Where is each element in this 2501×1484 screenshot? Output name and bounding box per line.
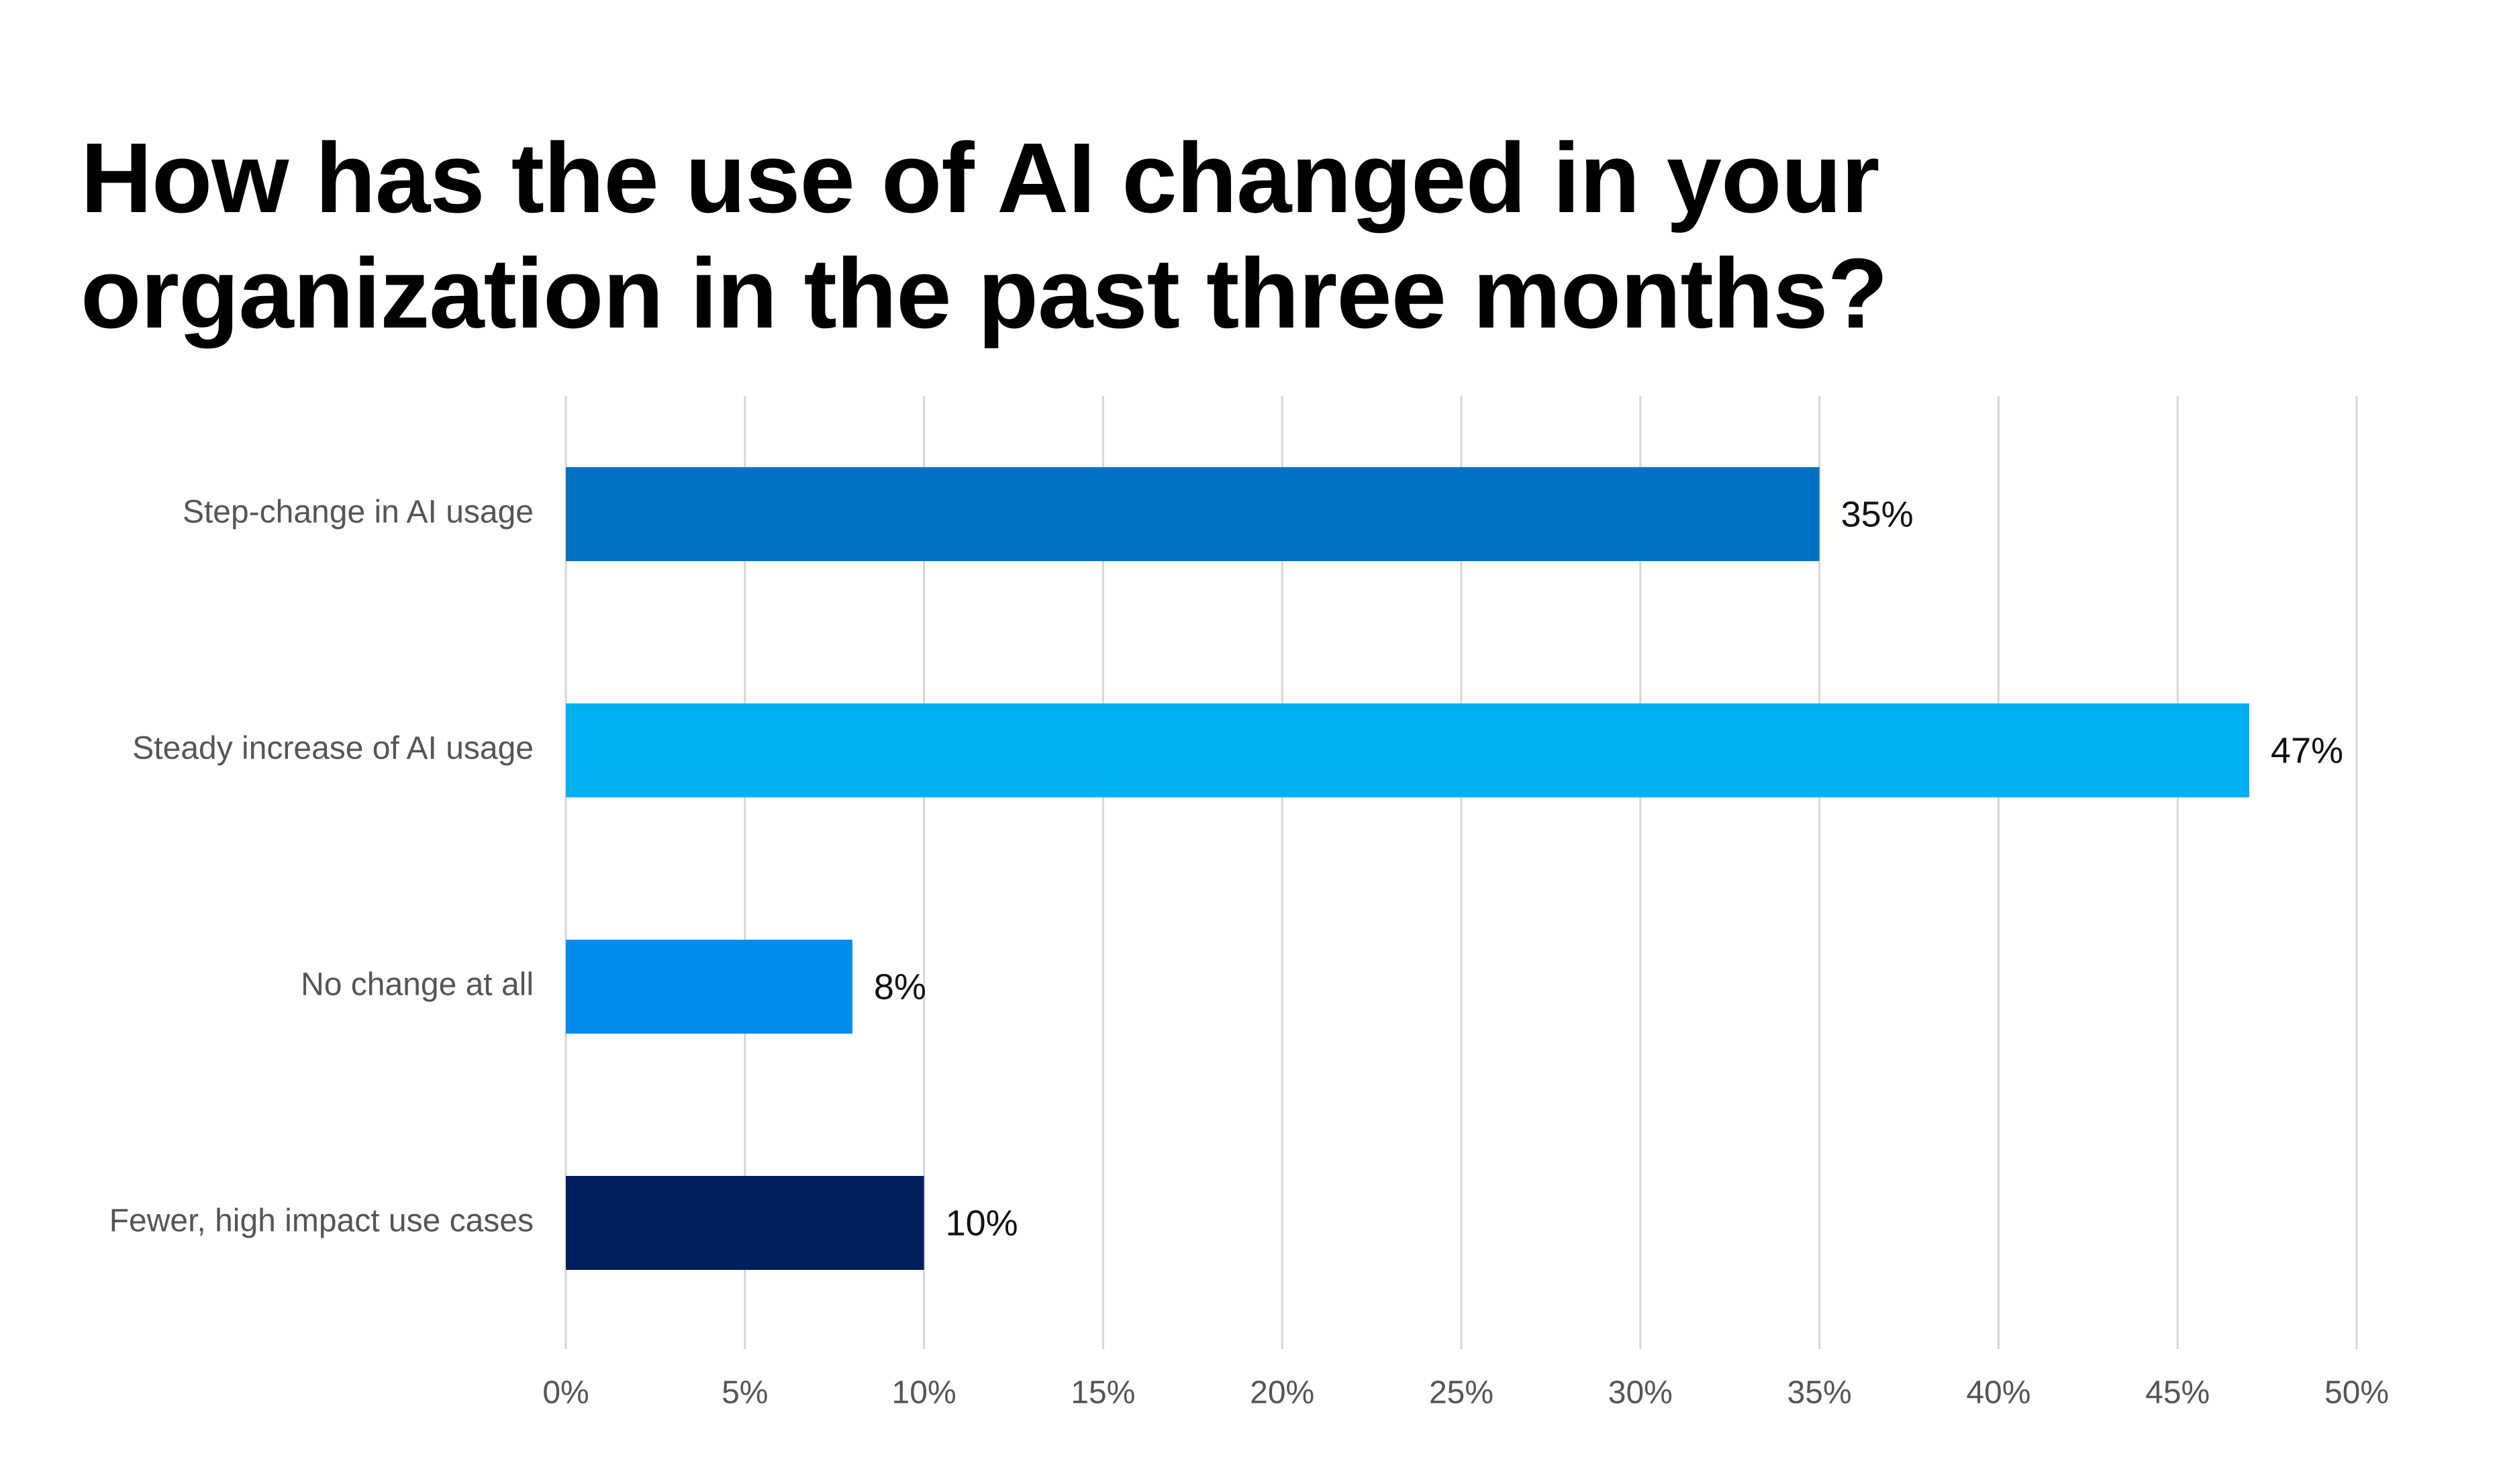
bar-1 xyxy=(566,467,1820,561)
x-tick-label-50: 50% xyxy=(2324,1375,2389,1411)
x-tick-label-30: 30% xyxy=(1608,1375,1673,1411)
data-label-1: 35% xyxy=(1841,494,1914,534)
x-tick-label-5: 5% xyxy=(722,1375,768,1411)
x-tick-label-45: 45% xyxy=(2145,1375,2210,1411)
x-tick-label-20: 20% xyxy=(1250,1375,1314,1411)
chart-title-line-2: organization in the past three months? xyxy=(81,238,1888,349)
x-tick-label-15: 15% xyxy=(1071,1375,1135,1411)
data-label-4: 10% xyxy=(946,1203,1018,1243)
label-layer: 0% 5% 10% 15% 20% 25% 30% 35% 40% 45% 50% Step-chan… xyxy=(109,494,2389,1410)
data-label-2: 47% xyxy=(2271,730,2343,771)
data-label-3: 8% xyxy=(874,967,926,1007)
bar-3 xyxy=(566,940,852,1034)
bar-2 xyxy=(566,703,2249,797)
x-tick-label-35: 35% xyxy=(1787,1375,1852,1411)
chart-title: How has the use of AI changed in your or… xyxy=(81,121,2363,352)
category-label-4: Fewer, high impact use cases xyxy=(109,1203,534,1239)
bar-4 xyxy=(566,1176,924,1270)
chart-title-line-1: How has the use of AI changed in your xyxy=(81,123,1879,234)
category-label-1: Step-change in AI usage xyxy=(183,495,534,530)
category-label-3: No change at all xyxy=(301,967,534,1003)
x-tick-label-40: 40% xyxy=(1966,1375,2030,1411)
bar-layer xyxy=(566,467,2249,1270)
category-label-2: Steady increase of AI usage xyxy=(132,731,534,766)
x-tick-label-25: 25% xyxy=(1429,1375,1493,1411)
x-tick-label-10: 10% xyxy=(892,1375,957,1411)
x-tick-label-0: 0% xyxy=(542,1375,589,1411)
